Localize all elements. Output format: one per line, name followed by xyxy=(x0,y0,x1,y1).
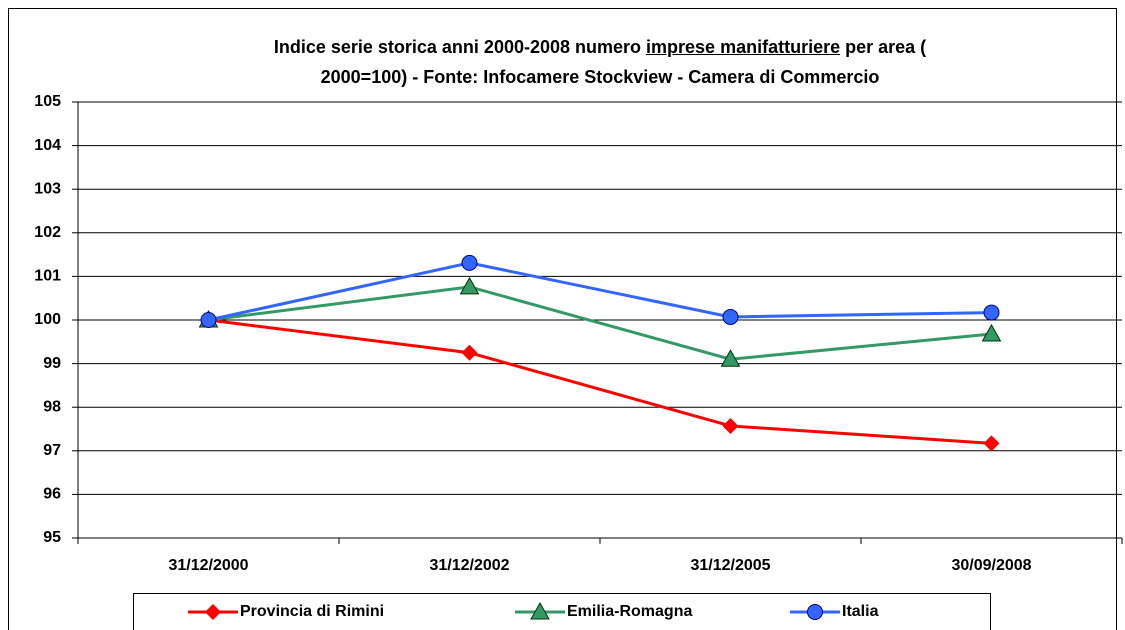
x-tick-label: 30/09/2008 xyxy=(951,557,1031,574)
marker-circle xyxy=(200,312,217,328)
marker-triangle xyxy=(459,276,480,295)
series-line xyxy=(208,318,992,445)
legend-label: Emilia-Romagna xyxy=(567,603,692,620)
marker-diamond xyxy=(722,417,739,434)
series-line xyxy=(208,261,992,322)
y-tick-label: 103 xyxy=(34,180,61,197)
marker-triangle xyxy=(981,323,1002,342)
y-tick-label: 96 xyxy=(43,486,61,503)
x-tick-label: 31/12/2002 xyxy=(429,557,509,574)
x-tick-label: 31/12/2000 xyxy=(168,557,248,574)
marker-triangle xyxy=(720,349,741,367)
y-tick-label: 99 xyxy=(43,355,61,372)
title-segment: imprese manifatturiere xyxy=(646,37,841,57)
marker-diamond xyxy=(983,435,1000,452)
title-line: Indice serie storica anni 2000-2008 nume… xyxy=(78,32,1122,62)
marker-circle xyxy=(722,308,739,325)
chart-title: Indice serie storica anni 2000-2008 nume… xyxy=(78,32,1122,92)
y-tick-label: 101 xyxy=(34,268,61,285)
title-segment: per area ( xyxy=(840,37,927,57)
title-segment: 2000=100) - Fonte: Infocamere Stockview … xyxy=(320,67,880,87)
marker-diamond xyxy=(205,604,221,620)
y-tick-label: 102 xyxy=(34,224,61,241)
series-line xyxy=(208,285,992,361)
marker-triangle xyxy=(530,601,550,620)
title-line: 2000=100) - Fonte: Infocamere Stockview … xyxy=(78,62,1122,92)
legend-label: Provincia di Rimini xyxy=(240,603,384,620)
legend-label: Italia xyxy=(842,603,879,620)
y-tick-label: 95 xyxy=(43,529,61,546)
y-tick-label: 105 xyxy=(34,93,61,110)
y-tick-label: 100 xyxy=(34,311,61,328)
y-tick-label: 98 xyxy=(43,398,61,415)
marker-circle xyxy=(807,604,823,620)
x-tick-label: 31/12/2005 xyxy=(690,557,770,574)
marker-circle xyxy=(461,254,478,271)
y-tick-label: 104 xyxy=(34,137,61,154)
title-segment: Indice serie storica anni 2000-2008 nume… xyxy=(273,37,647,57)
y-tick-label: 97 xyxy=(43,442,61,459)
marker-circle xyxy=(983,304,1000,321)
chart-frame xyxy=(8,8,1117,630)
marker-diamond xyxy=(461,344,478,361)
